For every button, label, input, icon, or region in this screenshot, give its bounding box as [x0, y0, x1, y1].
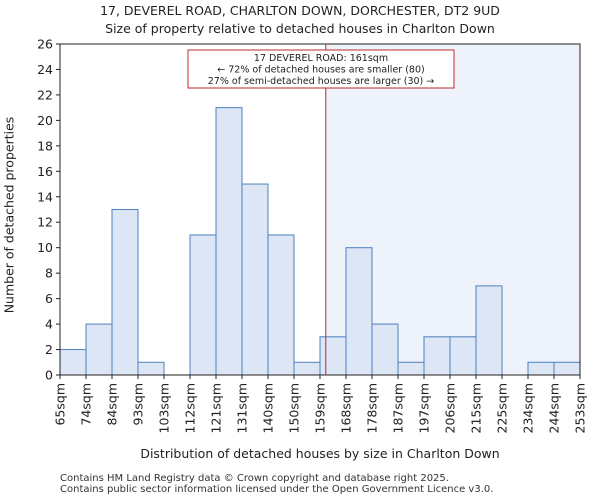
y-tick-label: 14 — [37, 189, 53, 204]
x-tick-label: 103sqm — [157, 383, 172, 433]
histogram-bar — [319, 336, 347, 376]
chart-subtitle: Size of property relative to detached ho… — [105, 21, 495, 36]
histogram-bar — [85, 323, 113, 376]
y-tick-label: 8 — [45, 266, 53, 281]
y-tick-label: 0 — [45, 368, 53, 383]
histogram-bar — [59, 349, 87, 376]
y-tick-label: 4 — [45, 317, 53, 332]
y-tick-label: 6 — [45, 291, 53, 306]
histogram-bar — [137, 361, 165, 376]
x-tick-label: 234sqm — [521, 383, 536, 433]
histogram-bar — [267, 234, 295, 376]
x-tick-label: 159sqm — [313, 383, 328, 433]
x-axis-label: Distribution of detached houses by size … — [140, 446, 500, 461]
x-tick-label: 112sqm — [183, 383, 198, 433]
histogram-bar — [527, 361, 555, 376]
x-tick-label: 197sqm — [417, 383, 432, 433]
y-tick-label: 26 — [37, 37, 53, 52]
x-tick-label: 225sqm — [495, 383, 510, 433]
x-tick-label: 244sqm — [547, 383, 562, 433]
x-tick-label: 93sqm — [131, 383, 146, 426]
x-tick-label: 253sqm — [573, 383, 588, 433]
y-tick-label: 22 — [37, 87, 53, 102]
annotation-line: 27% of semi-detached houses are larger (… — [208, 76, 435, 87]
histogram-bar — [475, 285, 503, 376]
x-tick-label: 140sqm — [261, 383, 276, 433]
y-tick-label: 12 — [37, 215, 53, 230]
footer-line-2: Contains public sector information licen… — [60, 484, 494, 495]
x-tick-label: 187sqm — [391, 383, 406, 433]
annotation-line: 17 DEVEREL ROAD: 161sqm — [254, 53, 388, 64]
y-tick-label: 24 — [37, 62, 53, 77]
x-tick-label: 121sqm — [209, 383, 224, 433]
x-tick-label: 168sqm — [339, 383, 354, 433]
x-tick-label: 150sqm — [287, 383, 302, 433]
chart-title: 17, DEVEREL ROAD, CHARLTON DOWN, DORCHES… — [100, 3, 500, 18]
x-tick-label: 215sqm — [469, 383, 484, 433]
x-tick-label: 74sqm — [79, 383, 94, 426]
histogram-bar — [397, 361, 425, 376]
x-tick-label: 178sqm — [365, 383, 380, 433]
annotation-box — [187, 49, 455, 89]
y-tick-label: 16 — [37, 164, 53, 179]
histogram-bar — [241, 183, 269, 376]
x-tick-label: 131sqm — [235, 383, 250, 433]
y-tick-label: 2 — [45, 342, 53, 357]
x-tick-label: 65sqm — [53, 383, 68, 426]
histogram-bar — [553, 361, 581, 376]
histogram-bar — [345, 247, 373, 376]
y-tick-label: 18 — [37, 138, 53, 153]
annotation-line: ← 72% of detached houses are smaller (80… — [217, 65, 424, 76]
histogram-bar — [215, 107, 243, 376]
histogram-bar — [111, 209, 139, 376]
histogram-bar — [449, 336, 477, 376]
histogram-bar — [423, 336, 451, 376]
histogram-bar — [293, 361, 321, 376]
histogram-bar — [189, 234, 217, 376]
x-tick-label: 206sqm — [443, 383, 458, 433]
y-tick-label: 20 — [37, 113, 53, 128]
y-axis-label: Number of detached properties — [1, 116, 17, 314]
x-tick-label: 84sqm — [105, 383, 120, 426]
y-tick-label: 10 — [37, 240, 53, 255]
histogram-bar — [371, 323, 399, 376]
footer-line-1: Contains HM Land Registry data © Crown c… — [60, 473, 449, 484]
